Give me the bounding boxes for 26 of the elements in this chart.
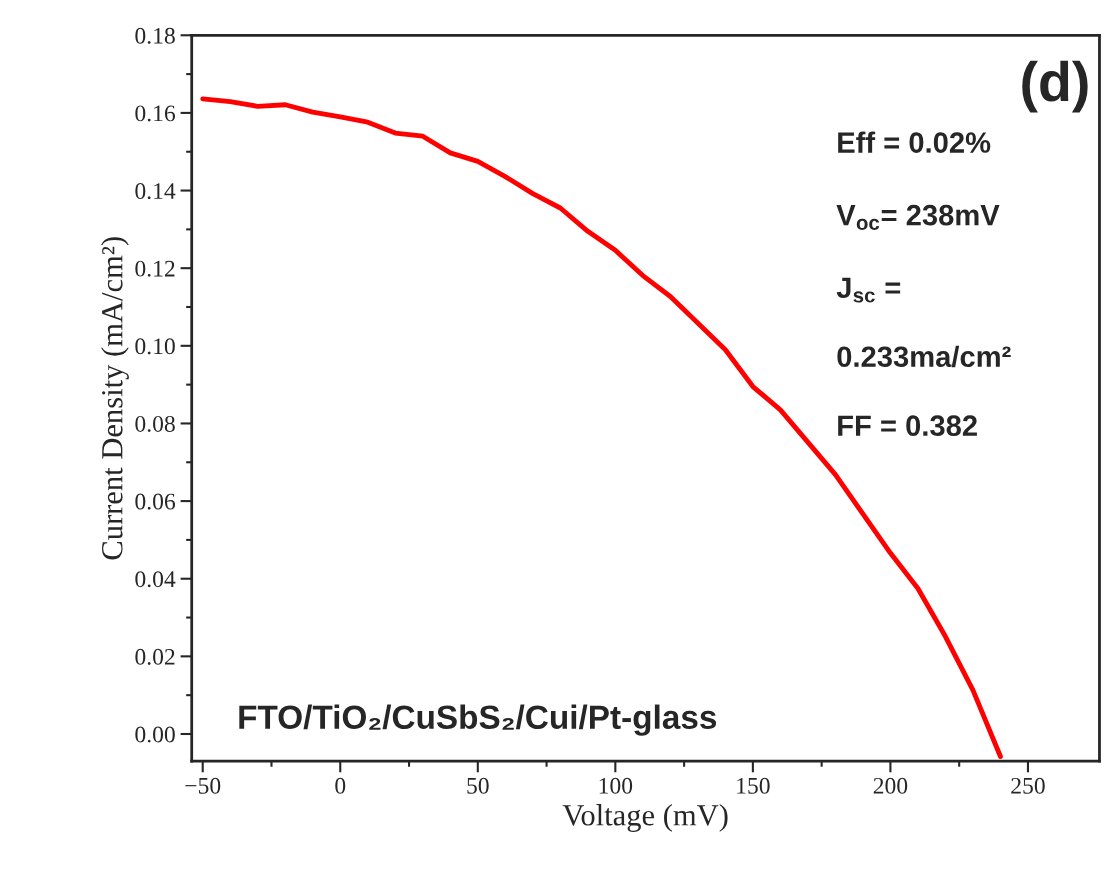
y-tick-label: 0.08 xyxy=(135,415,175,432)
annotation: J$_{sc}$ = xyxy=(836,277,901,303)
annotation: Eff = 0.02% xyxy=(838,131,991,153)
x-tick-label: 100 xyxy=(599,777,633,794)
x-tick-label: 150 xyxy=(737,777,770,794)
y-tick-label: 0.06 xyxy=(135,493,176,510)
annotation: V$_{oc}$= 238mV xyxy=(836,204,1000,230)
y-axis-title: Current Density (mA/cm²) xyxy=(101,237,129,560)
y-tick-label: 0.12 xyxy=(135,260,175,277)
y-tick-label: 0.16 xyxy=(135,105,176,122)
y-tick-label: 0.02 xyxy=(135,648,175,665)
y-tick-label: 0.10 xyxy=(135,338,175,355)
annotation: (d) xyxy=(1022,60,1088,113)
x-tick-label: −50 xyxy=(185,777,221,794)
x-axis-title: Voltage (mV) xyxy=(562,804,728,832)
y-tick-label: 0.00 xyxy=(135,726,175,743)
y-tick-label: 0.14 xyxy=(135,183,176,200)
annotation: 0.233ma/cm² xyxy=(837,345,1011,368)
y-tick-label: 0.18 xyxy=(135,27,175,44)
x-tick-label: 200 xyxy=(873,777,908,794)
x-tick-label: 0 xyxy=(335,777,346,794)
x-tick-label: 250 xyxy=(1011,777,1045,794)
y-tick-label: 0.04 xyxy=(135,571,176,588)
annotation: FF = 0.382 xyxy=(838,415,977,437)
annotation: FTO/TiO₂/CuSbS₂/Cui/Pt-glass xyxy=(239,704,717,736)
x-tick-label: 50 xyxy=(467,777,489,794)
